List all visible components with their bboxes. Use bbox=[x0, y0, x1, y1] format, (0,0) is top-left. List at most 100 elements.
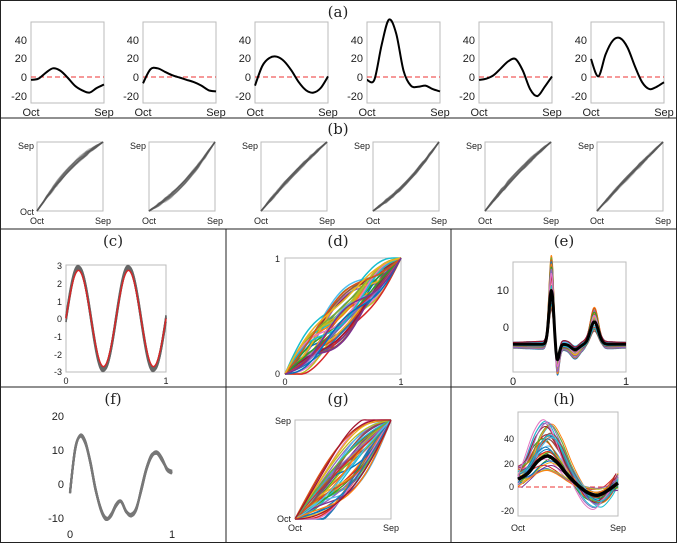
warp-curve bbox=[294, 419, 392, 520]
ytick-40: 40 bbox=[575, 35, 587, 47]
panel-a5-axes: 40 20 0 -20 Oct Sep bbox=[459, 21, 562, 119]
panel-a3-axes: 40 20 0 -20 Oct Sep bbox=[235, 21, 338, 119]
warp-curve bbox=[148, 141, 216, 212]
warp-curve bbox=[148, 141, 216, 212]
ytick-oct: Oct bbox=[277, 514, 292, 524]
warp-curve bbox=[294, 419, 391, 520]
warp-curve bbox=[484, 141, 552, 212]
aligned-curve bbox=[512, 269, 627, 373]
warp-curve bbox=[148, 141, 216, 212]
panel-a6-axes: 40 20 0 -20 Oct Sep bbox=[571, 21, 674, 119]
warp-curve bbox=[284, 257, 402, 375]
ytick--20: -20 bbox=[501, 506, 514, 516]
panel-h: 40 20 0 -20 Oct Sep bbox=[501, 411, 626, 533]
warp-curve bbox=[148, 141, 216, 212]
ytick-20: 20 bbox=[351, 53, 363, 65]
warp-curve bbox=[148, 141, 216, 212]
xtick-sep: Sep bbox=[94, 107, 114, 119]
ytick-0: 0 bbox=[57, 314, 62, 324]
warp-curve bbox=[260, 141, 328, 212]
xtick-sep: Sep bbox=[206, 107, 226, 119]
ytick-0: 0 bbox=[469, 72, 475, 84]
ytick--20: -20 bbox=[459, 91, 475, 103]
warp-curve bbox=[294, 419, 392, 520]
ytick-0: 0 bbox=[509, 482, 514, 492]
xtick-1: 1 bbox=[398, 377, 403, 387]
panel-h-axes bbox=[517, 411, 619, 517]
warp-curve bbox=[260, 141, 328, 212]
xtick-oct: Oct bbox=[358, 107, 375, 119]
ytick-1: 1 bbox=[57, 297, 62, 307]
ytick-20: 20 bbox=[127, 53, 139, 65]
panel-c-curves bbox=[65, 264, 167, 373]
series-curve bbox=[517, 469, 618, 493]
warp-curve bbox=[260, 141, 328, 212]
panel-label-f: (f) bbox=[104, 390, 121, 408]
series-a2 bbox=[142, 66, 217, 93]
warp-curve bbox=[484, 141, 552, 212]
warp-curve bbox=[36, 141, 104, 212]
warp-curve bbox=[148, 141, 216, 212]
panel-a2-axes: 40 20 0 -20 Oct Sep bbox=[123, 21, 226, 119]
mean-curve bbox=[513, 289, 627, 362]
ytick-0: 0 bbox=[58, 479, 64, 491]
aligned-curve bbox=[512, 261, 627, 376]
ytick--20: -20 bbox=[11, 91, 27, 103]
panel-d: 1 0 0 1 bbox=[275, 254, 404, 387]
panel-label-b: (b) bbox=[327, 120, 348, 138]
warp-curve bbox=[484, 141, 552, 212]
xtick-sep: Sep bbox=[318, 107, 338, 119]
warp-curve bbox=[148, 141, 216, 212]
xtick-sep: Sep bbox=[207, 216, 223, 226]
ytick-0: 0 bbox=[275, 369, 280, 379]
series-curve bbox=[520, 434, 619, 503]
warp-curve bbox=[284, 257, 402, 375]
panel-f: 20 10 0 -10 0 1 bbox=[48, 411, 175, 541]
warp-curve bbox=[148, 141, 216, 212]
panel-label-e: (e) bbox=[554, 232, 575, 250]
series-mean bbox=[68, 435, 173, 522]
warp-curve bbox=[596, 141, 664, 212]
warp-curve bbox=[484, 141, 552, 212]
warp-curve bbox=[484, 141, 552, 212]
warp-curve bbox=[596, 141, 664, 212]
xtick-sep: Sep bbox=[610, 523, 626, 533]
warp-curve bbox=[260, 141, 328, 212]
ytick-20: 20 bbox=[504, 459, 514, 469]
panel-label-g: (g) bbox=[327, 390, 348, 408]
ytick-10: 10 bbox=[497, 285, 509, 297]
ytick-0: 0 bbox=[357, 72, 363, 84]
warp-curve bbox=[596, 141, 664, 212]
warp-curve bbox=[36, 141, 104, 212]
panel-b-curves bbox=[36, 141, 664, 212]
ytick--20: -20 bbox=[347, 91, 363, 103]
warp-curve bbox=[36, 141, 104, 212]
ytick-sep: Sep bbox=[578, 141, 594, 151]
warp-curve bbox=[36, 141, 104, 212]
ytick-0: 0 bbox=[503, 322, 509, 334]
warp-curve bbox=[372, 141, 440, 212]
warp-curve bbox=[36, 141, 104, 212]
panel-a4-axes: 40 20 0 -20 Oct Sep bbox=[347, 21, 450, 119]
warp-curve bbox=[148, 141, 216, 212]
warp-curve bbox=[372, 141, 440, 212]
xtick-oct: Oct bbox=[478, 216, 493, 226]
warp-curve bbox=[260, 141, 328, 212]
series-mean bbox=[517, 454, 620, 498]
series-a4 bbox=[366, 18, 441, 93]
warp-curve bbox=[596, 141, 664, 212]
warp-curve bbox=[484, 141, 552, 212]
warp-curve bbox=[284, 257, 402, 375]
xtick-0: 0 bbox=[510, 376, 516, 388]
panel-label-a: (a) bbox=[328, 3, 349, 21]
aligned-curve bbox=[513, 263, 626, 375]
panel-e-curves bbox=[512, 254, 627, 376]
panel-a: 40 20 0 -20 Oct Sep 40 20 0 -20 Oct Sep … bbox=[11, 18, 674, 119]
ytick--3: -3 bbox=[54, 367, 62, 377]
xtick-sep: Sep bbox=[95, 216, 111, 226]
panel-b4-axes: Sep Oct Sep bbox=[354, 141, 447, 226]
warp-curve bbox=[484, 141, 552, 212]
warp-curve bbox=[372, 141, 440, 212]
xtick-0: 0 bbox=[67, 529, 73, 541]
xtick-1: 1 bbox=[623, 376, 629, 388]
